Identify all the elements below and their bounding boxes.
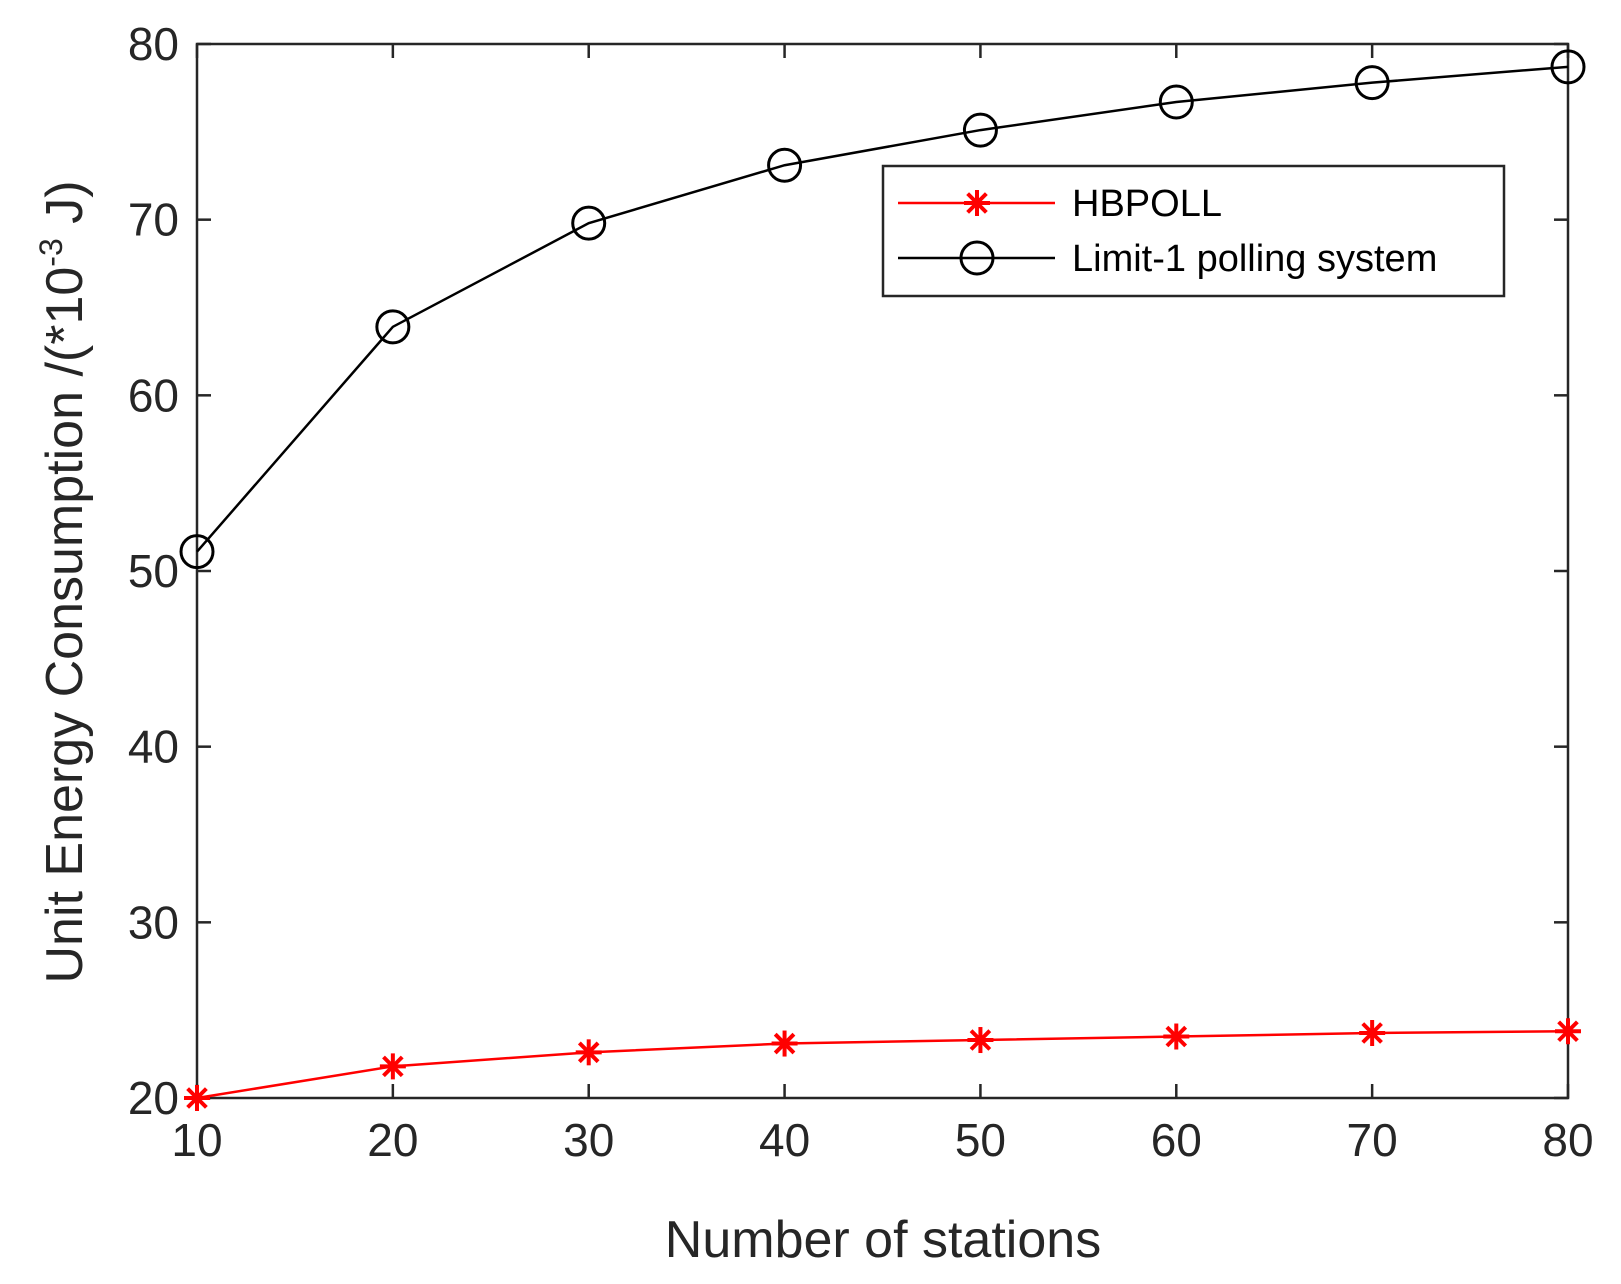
y-tick-label: 50 bbox=[128, 545, 179, 597]
data-point bbox=[1354, 65, 1390, 101]
y-tick-label: 80 bbox=[128, 18, 179, 70]
data-point bbox=[575, 1039, 602, 1066]
y-tick-label: 40 bbox=[128, 721, 179, 773]
y-tick-label: 30 bbox=[128, 896, 179, 948]
legend-label-hbpoll: HBPOLL bbox=[1072, 183, 1222, 225]
data-point bbox=[379, 1053, 406, 1080]
legend-marker-shape bbox=[959, 240, 995, 276]
asterisk-stroke bbox=[1557, 1020, 1579, 1043]
legend: HBPOLL Limit-1 polling system bbox=[881, 164, 1506, 298]
legend-box bbox=[881, 164, 1506, 298]
x-tick-label: 20 bbox=[367, 1114, 418, 1166]
y-axis-title: Unit Energy Consumption /(*10-3 J) bbox=[33, 180, 94, 983]
data-point bbox=[771, 1030, 798, 1057]
y-axis-title-tail: J) bbox=[36, 180, 94, 238]
series-line bbox=[196, 65, 1569, 553]
legend-entry-limit-1: Limit-1 polling system bbox=[898, 238, 1437, 280]
x-tick-label: 60 bbox=[1151, 1114, 1202, 1166]
x-axis-title: Number of stations bbox=[665, 1211, 1101, 1269]
y-axis-title-exponent: -3 bbox=[33, 238, 69, 266]
data-point bbox=[184, 1085, 210, 1111]
data-point bbox=[179, 534, 215, 570]
series-limit-1-polling-system bbox=[179, 49, 1586, 570]
x-tick-label: 10 bbox=[171, 1114, 222, 1166]
y-tick-label: 70 bbox=[128, 194, 179, 246]
y-axis-title-main: Unit Energy Consumption /(*10 bbox=[36, 267, 94, 984]
data-point bbox=[1158, 84, 1194, 120]
series-line bbox=[196, 1029, 1569, 1100]
x-tick-label: 80 bbox=[1542, 1114, 1593, 1166]
asterisk-stroke bbox=[773, 1032, 796, 1055]
asterisk-stroke bbox=[1361, 1022, 1383, 1044]
legend-entry-hbpoll: HBPOLL bbox=[898, 183, 1222, 225]
series-layer bbox=[179, 49, 1586, 1111]
x-tick-label: 40 bbox=[759, 1114, 810, 1166]
asterisk-stroke bbox=[1165, 1025, 1188, 1048]
asterisk-stroke bbox=[382, 1055, 404, 1078]
series-hbpoll bbox=[184, 1018, 1581, 1111]
asterisk-stroke bbox=[577, 1041, 600, 1064]
legend-marker-limit-1 bbox=[959, 240, 995, 276]
legend-marker-hbpoll bbox=[964, 190, 990, 216]
data-point bbox=[767, 147, 803, 183]
data-point bbox=[1550, 49, 1586, 85]
data-point bbox=[1555, 1018, 1581, 1045]
x-tick-label: 30 bbox=[563, 1114, 614, 1166]
y-tick-label: 60 bbox=[128, 369, 179, 421]
data-point bbox=[571, 205, 607, 241]
data-point bbox=[1163, 1023, 1190, 1050]
legend-marker-shape bbox=[964, 190, 990, 216]
y-tick-label: 20 bbox=[128, 1072, 179, 1124]
asterisk-stroke bbox=[966, 192, 988, 214]
data-point bbox=[375, 309, 411, 345]
asterisk-stroke bbox=[969, 1029, 992, 1051]
x-tick-label: 50 bbox=[955, 1114, 1006, 1166]
x-tick-label: 70 bbox=[1347, 1114, 1398, 1166]
data-point bbox=[967, 1027, 994, 1054]
data-point bbox=[962, 112, 998, 148]
legend-label-limit-1: Limit-1 polling system bbox=[1072, 238, 1437, 280]
asterisk-stroke bbox=[186, 1087, 208, 1109]
data-point bbox=[1359, 1020, 1386, 1047]
